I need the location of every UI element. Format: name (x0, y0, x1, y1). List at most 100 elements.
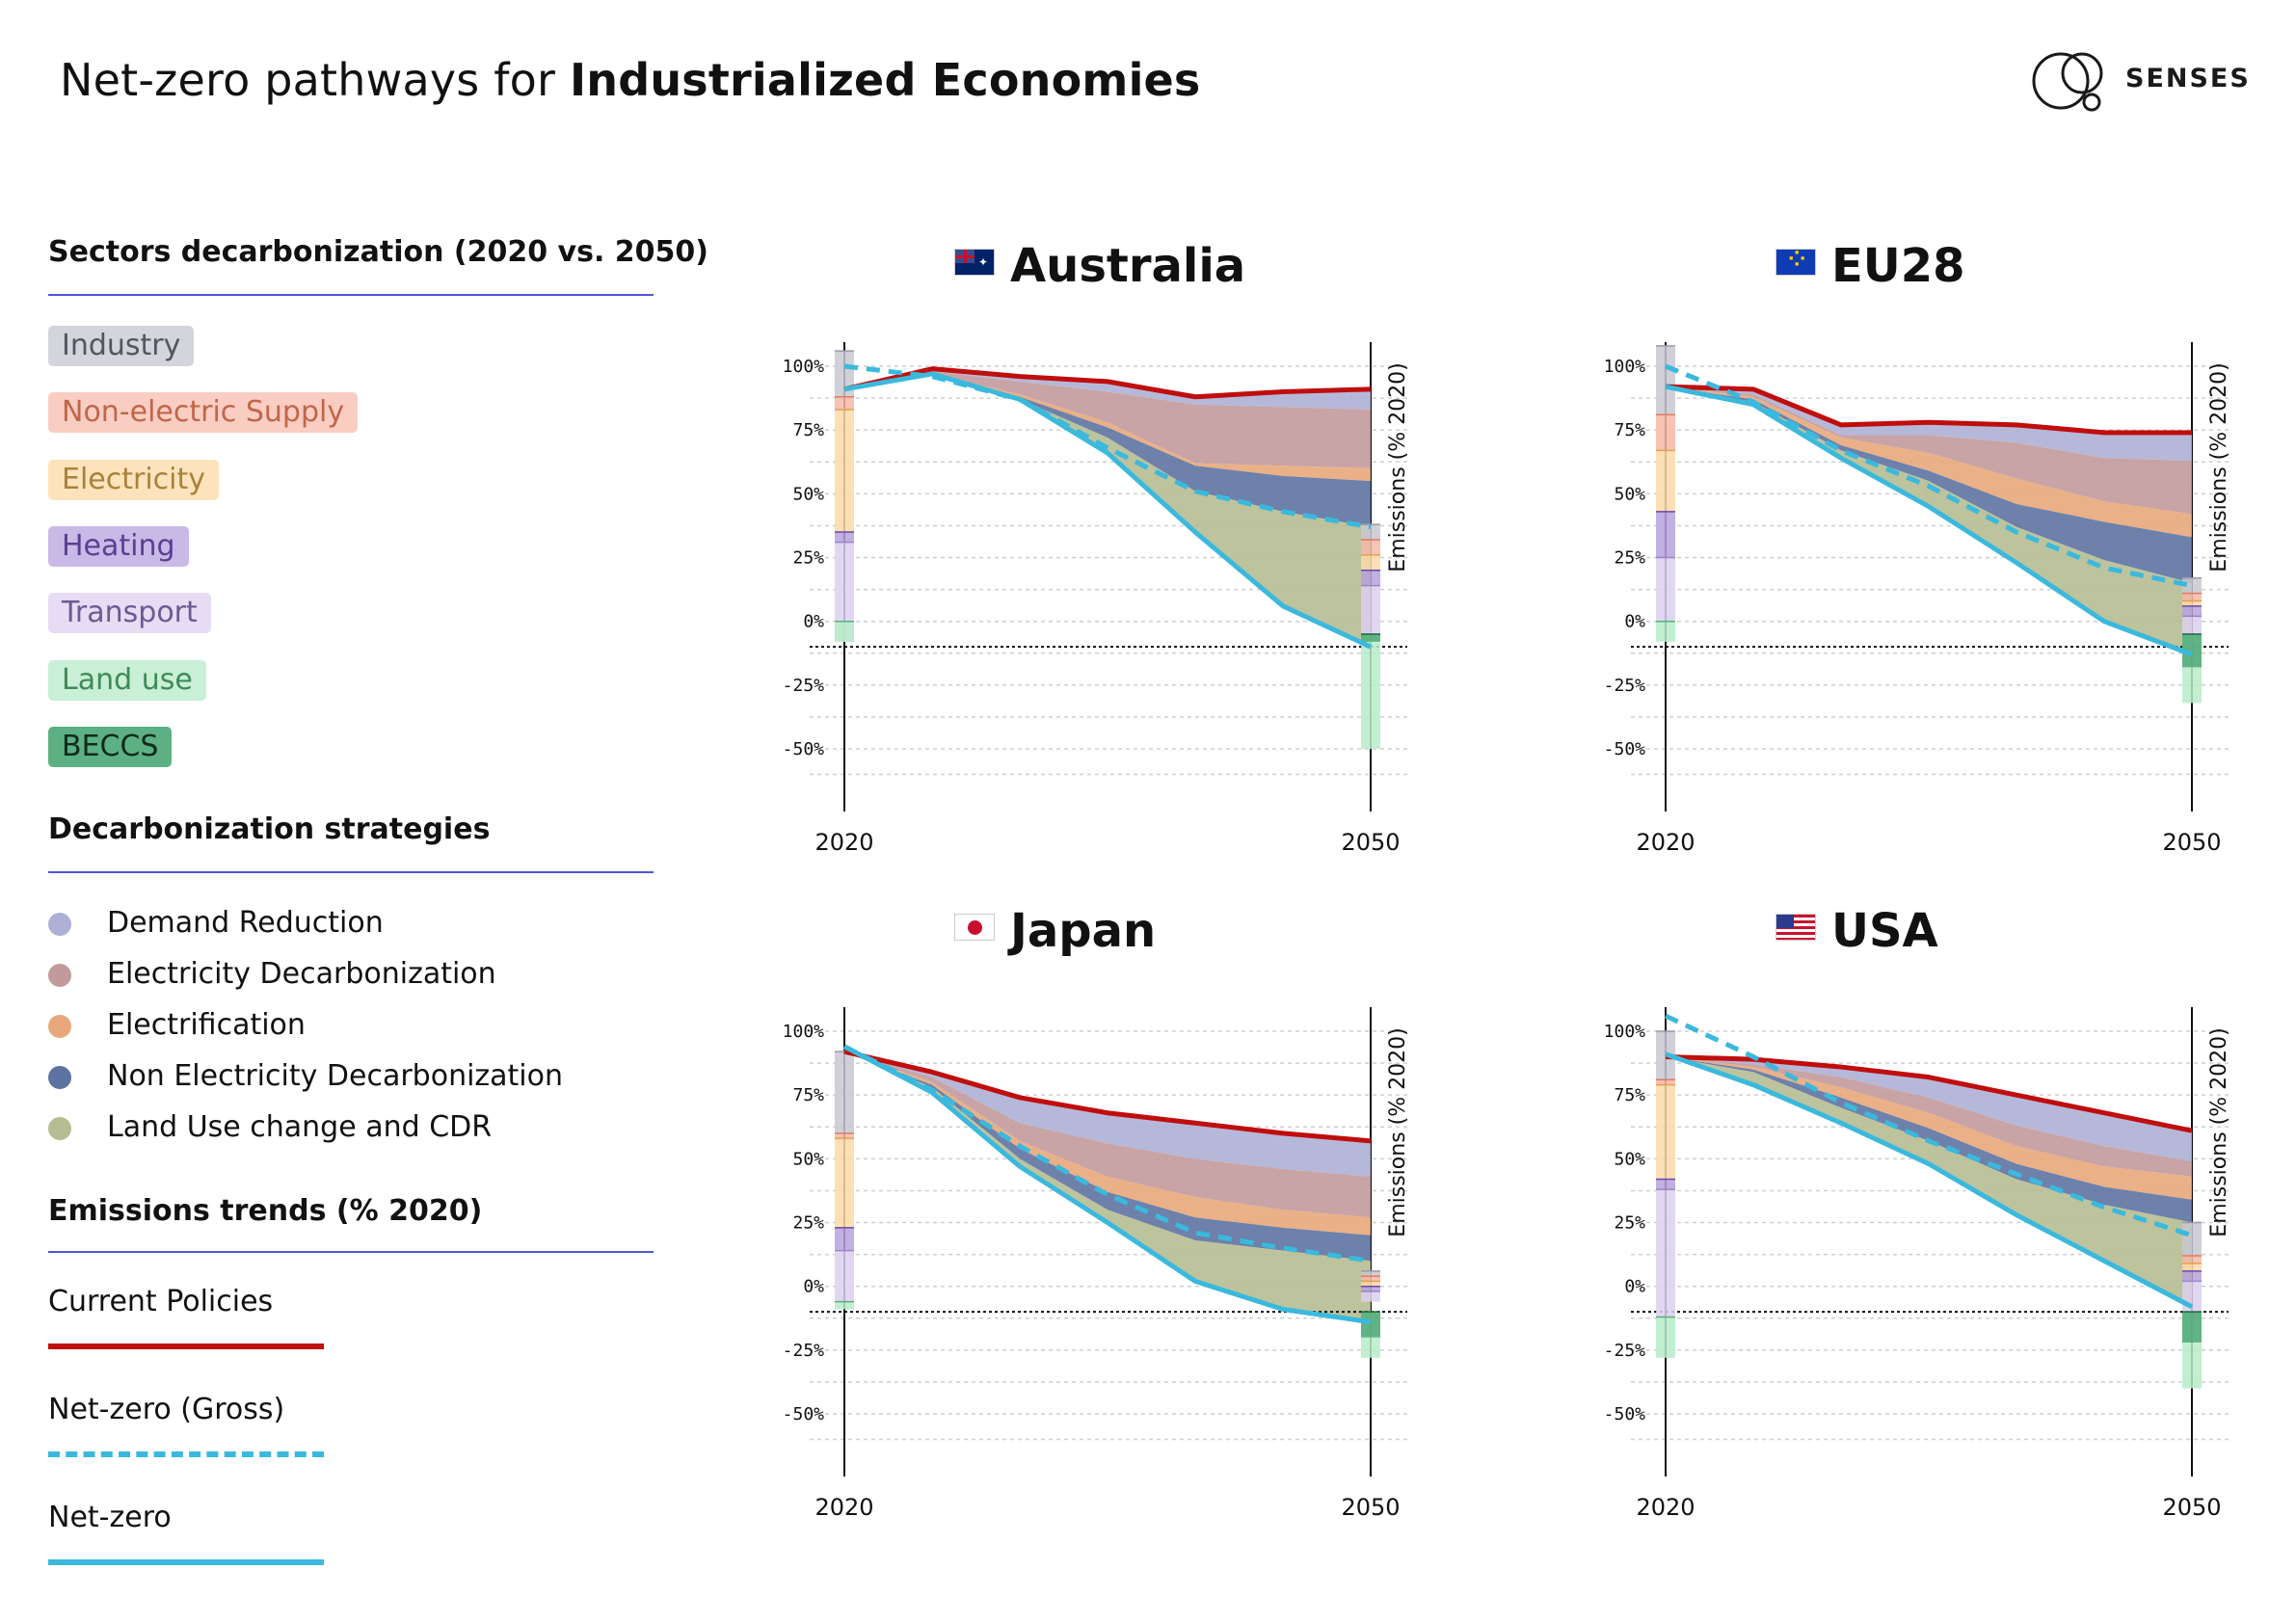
senses-logo-icon (2032, 52, 2103, 112)
bar-2020-transport (1656, 1189, 1675, 1317)
bar-2050-electricity (2182, 600, 2202, 606)
bar-2050-electricity (1361, 554, 1380, 571)
bar-2050-heating (2182, 605, 2202, 617)
chart-svg: 100% 75% 50% 25% 0% -25% -50% 2020 2050 Emissions… (1604, 1007, 2231, 1521)
trends-divider (48, 1251, 654, 1253)
y-tick-label: -50% (783, 739, 825, 759)
strategy-dot-icon (48, 1066, 71, 1089)
bar-2020-land-use (1656, 621, 1675, 642)
chart-title: Japan (954, 904, 1156, 958)
sector-tag-heating: Heating (48, 526, 189, 567)
bar-2020-heating (1656, 511, 1675, 558)
bar-2020-non-electric-supply (1656, 414, 1675, 451)
bar-2020-electricity (1656, 1084, 1675, 1180)
bar-2050-transport (1361, 1291, 1380, 1302)
bar-2020-land-use (835, 621, 854, 642)
strategy-dot-icon (48, 913, 71, 936)
line-net-zero (843, 371, 1373, 650)
chart-panel-australia: Australia 100% 75% 50% 25% 0% -25% -50% 2020 2050… (752, 222, 1542, 896)
chart-title: EU28 (1775, 239, 1965, 293)
y-tick-label: 25% (792, 1213, 824, 1234)
area-demand-reduction (1666, 1056, 2192, 1161)
bar-2050-land-use (1361, 633, 1380, 750)
y-tick-label: -25% (783, 1341, 825, 1361)
y-tick-label: 75% (1614, 420, 1645, 440)
y-tick-label: 75% (1614, 1085, 1645, 1105)
x-tick-label: 2020 (814, 1494, 873, 1521)
line-net-zero (842, 1044, 1372, 1325)
bar-2050-non-electric-supply (2182, 1255, 2202, 1264)
bar-2020-electricity (835, 1138, 854, 1228)
area-demand-reduction (844, 368, 1371, 410)
y-tick-label: 25% (792, 548, 824, 569)
y-tick-label: 75% (792, 420, 824, 440)
chart-title-text: USA (1831, 904, 1938, 958)
x-tick-label: 2050 (2162, 1494, 2221, 1521)
y-tick-label: -25% (783, 676, 825, 696)
strategy-dot-icon (48, 1117, 71, 1140)
area-electrification (1666, 1056, 2192, 1200)
y-tick-label: 50% (1614, 1149, 1645, 1169)
y-tick-label: -50% (1604, 1404, 1646, 1424)
line-current-policies (843, 1049, 1372, 1144)
strategy-label: Electricity Decarbonization (107, 957, 496, 991)
x-tick-label: 2020 (814, 829, 873, 856)
line-net-zero (1665, 1051, 2194, 1310)
y-tick-label: 100% (1604, 1022, 1646, 1042)
flag-icon (1775, 914, 1816, 941)
trends-heading: Emissions trends (% 2020) (48, 1194, 483, 1228)
x-tick-label: 2050 (1341, 829, 1400, 856)
sector-tag-beccs: BECCS (48, 727, 173, 767)
bar-2020-transport (835, 542, 854, 642)
area-electricity-decarbonization (844, 371, 1371, 468)
bar-2050-industry (1361, 1270, 1380, 1277)
flag-icon (1775, 249, 1816, 276)
strategy-label: Non Electricity Decarbonization (107, 1059, 564, 1093)
flag-icon (954, 914, 995, 941)
bar-2050-industry (1361, 524, 1380, 540)
bar-2020-non-electric-supply (835, 396, 854, 410)
y-tick-label: 0% (1624, 612, 1645, 632)
y-tick-label: -25% (1604, 676, 1646, 696)
sector-tag-industry: Industry (48, 326, 195, 366)
trend-line-net-zero-gross (48, 1451, 324, 1457)
bar-2050-beccs (1361, 633, 1380, 642)
bar-2020-heating (835, 532, 854, 543)
trend-label-current-policies: Current Policies (48, 1285, 274, 1318)
chart-svg: 100% 75% 50% 25% 0% -25% -50% 2020 2050 Emissions… (783, 342, 1410, 856)
bar-2020-non-electric-supply (835, 1132, 854, 1139)
area-electricity-decarbonization (1666, 1056, 2192, 1177)
y-tick-label: 0% (1624, 1277, 1645, 1297)
bar-2050-heating (1361, 570, 1380, 586)
area-land-use-cdr (844, 1046, 1371, 1322)
y-tick-label: 100% (783, 357, 825, 377)
bar-2050-non-electric-supply (1361, 540, 1380, 555)
bar-2020-heating (1656, 1179, 1675, 1190)
line-net-zero (1665, 384, 2193, 657)
sectors-divider (48, 294, 654, 296)
line-net-zero-gross (1664, 1013, 2193, 1238)
bar-2050-beccs (1361, 1312, 1380, 1338)
bar-2020-industry (835, 351, 854, 397)
strategy-label: Demand Reduction (107, 906, 384, 940)
trend-label-net-zero-gross: Net-zero (Gross) (48, 1393, 285, 1426)
y-tick-label: 75% (792, 1085, 824, 1105)
sector-tag-transport: Transport (48, 593, 211, 633)
y-tick-label: 25% (1614, 548, 1645, 569)
line-net-zero-gross (1665, 363, 2193, 589)
line-current-policies (843, 366, 1372, 400)
sector-tag-land-use: Land use (48, 660, 206, 701)
bar-2050-industry (2182, 1222, 2202, 1256)
strategy-label: Land Use change and CDR (107, 1110, 493, 1144)
y-tick-label: -50% (783, 1404, 825, 1424)
strategy-label: Electrification (107, 1008, 306, 1042)
x-tick-label: 2050 (1341, 1494, 1400, 1521)
chart-title: Australia (954, 239, 1245, 293)
y-tick-label: 100% (1604, 357, 1646, 377)
bar-2050-transport (2182, 1281, 2202, 1313)
chart-svg: 100% 75% 50% 25% 0% -25% -50% 2020 2050 Emissions… (783, 1007, 1410, 1521)
bar-2050-transport (1361, 585, 1380, 634)
flag-icon (954, 249, 995, 276)
y-tick-label: 50% (792, 484, 824, 504)
brand-name: SENSES (2125, 64, 2251, 93)
